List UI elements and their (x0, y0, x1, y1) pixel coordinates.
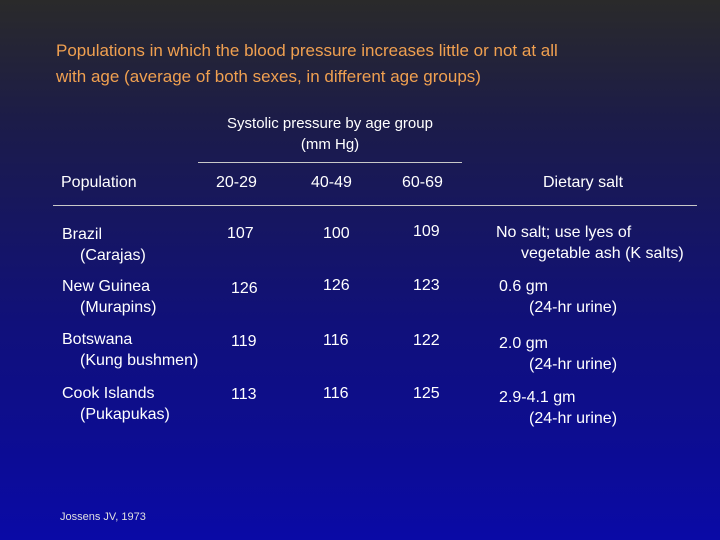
subheader-line-2: (mm Hg) (300, 136, 360, 153)
value-60-69: 109 (413, 223, 440, 240)
value-60-69: 123 (413, 277, 440, 294)
value-20-29: 126 (231, 280, 258, 297)
salt-line-2: (24-hr urine) (529, 410, 618, 427)
col-header-40-49: 40-49 (311, 174, 352, 191)
population-group: (Murapins) (80, 299, 157, 316)
value-60-69: 122 (413, 332, 440, 349)
systolic-subheader: Systolic pressure by age group (mm Hg) (196, 113, 464, 155)
value-40-49: 100 (323, 225, 350, 242)
subheader-line-1: Systolic pressure by age group (227, 115, 433, 132)
source-credit: Jossens JV, 1973 (60, 511, 146, 523)
title-line-2: with age (average of both sexes, in diff… (56, 67, 481, 86)
col-header-60-69: 60-69 (402, 174, 443, 191)
value-20-29: 119 (231, 333, 257, 350)
dietary-salt-cell: No salt; use lyes of vegetable ash (K sa… (496, 222, 684, 264)
col-header-population: Population (61, 174, 137, 191)
dietary-salt-cell: 2.0 gm (24-hr urine) (499, 333, 617, 375)
population-name: Brazil (62, 226, 103, 243)
value-20-29: 107 (227, 225, 254, 242)
dietary-salt-cell: 2.9-4.1 gm (24-hr urine) (499, 387, 617, 429)
salt-line-1: 0.6 gm (499, 278, 548, 295)
population-group: (Kung bushmen) (80, 352, 199, 369)
table-row-label: New Guinea (Murapins) (62, 276, 156, 318)
value-40-49: 116 (323, 332, 349, 349)
salt-line-1: 2.9-4.1 gm (499, 389, 576, 406)
value-40-49: 116 (323, 385, 349, 402)
salt-line-1: 2.0 gm (499, 335, 548, 352)
salt-line-2: (24-hr urine) (529, 356, 618, 373)
header-rule (53, 205, 697, 206)
salt-line-2: (24-hr urine) (529, 299, 618, 316)
value-20-29: 113 (231, 386, 257, 403)
value-40-49: 126 (323, 277, 350, 294)
population-group: (Pukapukas) (80, 406, 170, 423)
subheader-rule (198, 162, 462, 163)
population-name: New Guinea (62, 278, 151, 295)
value-60-69: 125 (413, 385, 440, 402)
table-row-label: Brazil (Carajas) (62, 224, 146, 266)
table-row-label: Cook Islands (Pukapukas) (62, 383, 170, 425)
salt-line-2: vegetable ash (K salts) (521, 245, 684, 262)
slide-title: Populations in which the blood pressure … (56, 38, 558, 90)
col-header-dietary-salt: Dietary salt (543, 174, 624, 191)
title-line-1: Populations in which the blood pressure … (56, 41, 558, 60)
population-name: Cook Islands (62, 385, 155, 402)
population-name: Botswana (62, 331, 133, 348)
population-group: (Carajas) (80, 247, 146, 264)
table-row-label: Botswana (Kung bushmen) (62, 329, 198, 371)
salt-line-1: No salt; use lyes of (496, 224, 632, 241)
dietary-salt-cell: 0.6 gm (24-hr urine) (499, 276, 617, 318)
col-header-20-29: 20-29 (216, 174, 257, 191)
